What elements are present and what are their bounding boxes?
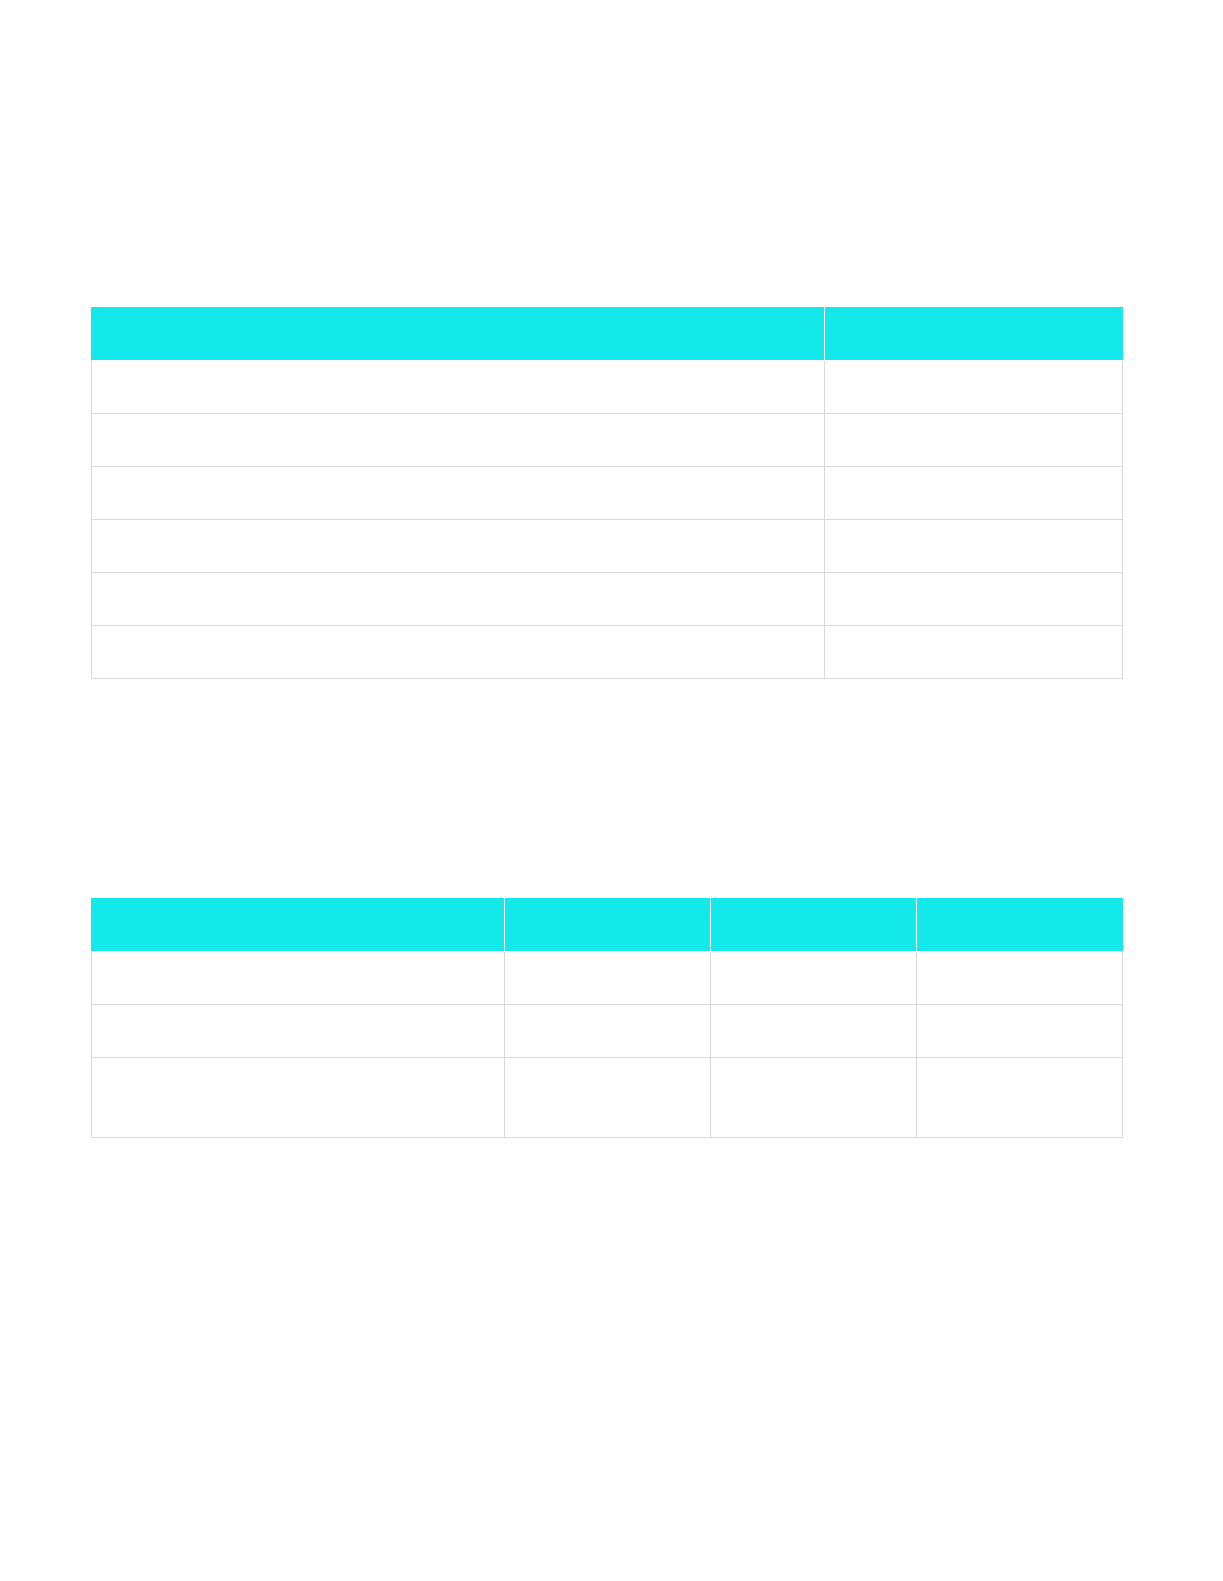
table-cell: [504, 1057, 711, 1138]
table-cell: [710, 1004, 917, 1058]
table-cell: [91, 625, 825, 679]
table-cell: [916, 1057, 1123, 1138]
table-cell: [91, 1057, 505, 1138]
table-cell: [824, 572, 1123, 626]
table-row: [91, 466, 1123, 520]
table-row: [91, 519, 1123, 573]
table-cell: [824, 360, 1123, 414]
table-cell: [91, 519, 825, 573]
table-row: [91, 360, 1123, 414]
table-cell: [91, 360, 825, 414]
table-cell: [824, 413, 1123, 467]
header-cell: [504, 898, 711, 952]
table-cell: [824, 466, 1123, 520]
table-cell: [91, 413, 825, 467]
table-cell: [710, 951, 917, 1005]
table-row: [91, 951, 1123, 1005]
header-cell: [91, 307, 825, 361]
table-cell: [91, 951, 505, 1005]
table-cell: [91, 1004, 505, 1058]
table-cell: [824, 519, 1123, 573]
header-cell: [710, 898, 917, 952]
header-cell: [824, 307, 1123, 361]
table-row: [91, 1004, 1123, 1058]
table-cell: [916, 951, 1123, 1005]
table-cell: [91, 572, 825, 626]
table-cell: [504, 1004, 711, 1058]
table-cell: [710, 1057, 917, 1138]
table-row: [91, 625, 1123, 679]
table-row: [91, 413, 1123, 467]
table-cell: [824, 625, 1123, 679]
table-header-row: [91, 898, 1123, 952]
table-header-row: [91, 307, 1123, 361]
table-row: [91, 572, 1123, 626]
table-cell: [916, 1004, 1123, 1058]
table-cell: [504, 951, 711, 1005]
header-cell: [91, 898, 505, 952]
table-row: [91, 1057, 1123, 1138]
header-cell: [916, 898, 1123, 952]
table-two: [91, 898, 1123, 1138]
table-one: [91, 307, 1123, 679]
table-cell: [91, 466, 825, 520]
